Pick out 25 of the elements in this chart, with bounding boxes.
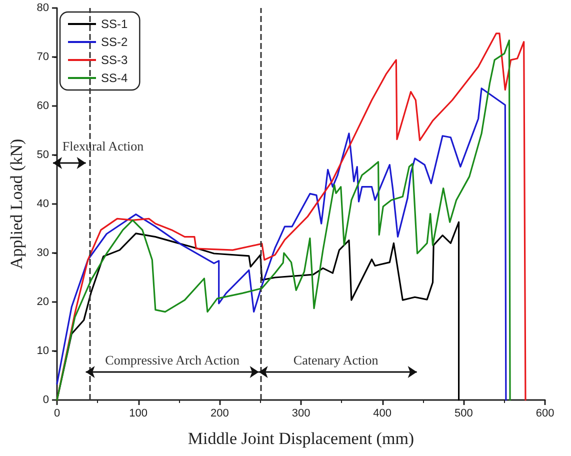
y-tick-label: 0 (42, 394, 49, 406)
x-tick-label: 500 (454, 408, 473, 420)
legend-label: SS-3 (101, 53, 128, 67)
x-tick-label: 0 (54, 408, 60, 420)
y-tick-label: 70 (36, 51, 49, 63)
x-tick-label: 300 (292, 408, 310, 420)
y-tick-label: 30 (36, 247, 49, 259)
y-tick-label: 40 (36, 198, 49, 210)
x-tick-label: 100 (129, 408, 148, 420)
annotation: Compressive Arch Action (105, 352, 240, 368)
y-tick-label: 50 (36, 149, 49, 161)
y-tick-label: 80 (36, 2, 49, 14)
x-tick-label: 400 (373, 408, 392, 420)
legend-label: SS-1 (101, 17, 128, 31)
x-tick-label: 600 (536, 408, 554, 420)
y-tick-label: 20 (36, 296, 49, 308)
x-axis-title: Middle Joint Displacement (mm) (188, 429, 414, 448)
y-tick-label: 10 (36, 345, 49, 357)
legend-label: SS-2 (101, 35, 128, 49)
annotation: Flexural Action (62, 138, 144, 154)
annotation: Catenary Action (293, 352, 379, 368)
y-tick-label: 60 (36, 100, 49, 112)
legend-label: SS-4 (101, 71, 128, 85)
y-axis-title: Applied Load (kN) (7, 138, 26, 270)
x-tick-label: 200 (210, 408, 229, 420)
